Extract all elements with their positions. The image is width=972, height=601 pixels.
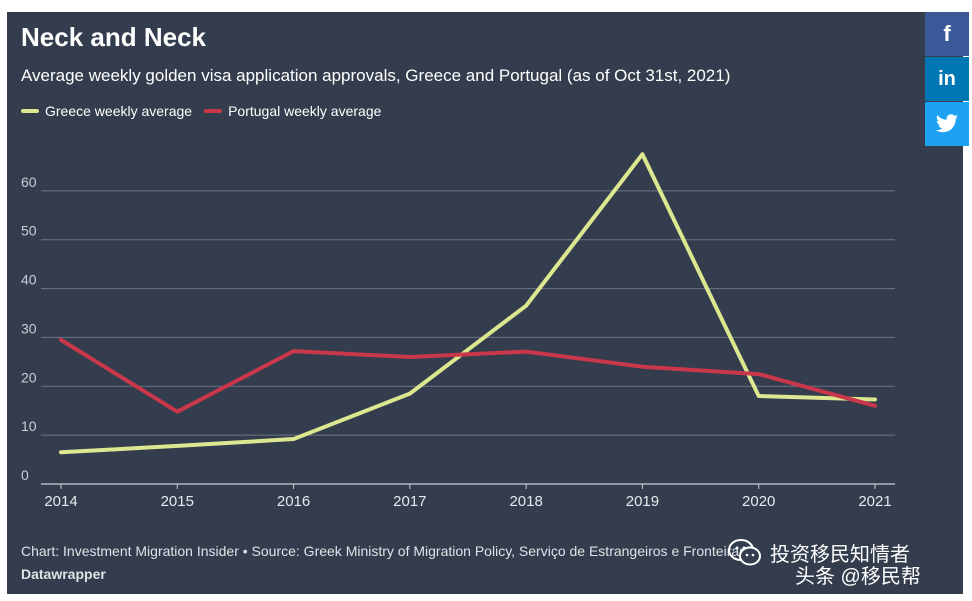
y-tick-label: 60 xyxy=(21,174,37,190)
y-tick-label: 50 xyxy=(21,223,37,239)
watermark-line1: 投资移民知情者 xyxy=(770,544,910,566)
legend-label-greece: Greece weekly average xyxy=(45,103,193,119)
y-tick-label: 40 xyxy=(21,272,37,288)
wechat-icon xyxy=(728,538,761,565)
chart-card: Neck and Neck Average weekly golden visa… xyxy=(7,12,963,594)
facebook-share-button[interactable]: f xyxy=(925,12,969,56)
legend-item-portugal: Portugal weekly average xyxy=(204,103,381,119)
x-tick-label: 2017 xyxy=(393,493,426,510)
twitter-share-button[interactable] xyxy=(925,102,969,146)
x-tick-label: 2014 xyxy=(44,493,77,510)
linkedin-share-button[interactable]: in xyxy=(925,57,969,101)
facebook-icon: f xyxy=(943,21,951,46)
line-chart: 0 10 20 30 40 50 60 2014 2015 2016 2017 2018 2019 202… xyxy=(21,152,895,510)
chart-subtitle: Average weekly golden visa application a… xyxy=(21,66,731,85)
x-tick-label: 2015 xyxy=(161,493,194,510)
x-tick-label: 2021 xyxy=(858,493,891,510)
x-tick-label: 2018 xyxy=(509,493,542,510)
legend-item-greece: Greece weekly average xyxy=(21,103,192,119)
legend-swatch-greece xyxy=(21,109,39,113)
chart-legend: Greece weekly average Portugal weekly av… xyxy=(21,103,393,119)
y-tick-label: 10 xyxy=(21,418,37,434)
legend-swatch-portugal xyxy=(204,109,223,113)
chart-title: Neck and Neck xyxy=(21,22,206,52)
x-tick-label: 2019 xyxy=(626,493,659,510)
y-tick-label: 20 xyxy=(21,369,37,385)
watermark: 投资移民知情者 xyxy=(728,538,910,567)
watermark-line2: 头条 @移民帮 xyxy=(795,566,921,588)
linkedin-icon: in xyxy=(938,67,956,90)
chart-credit[interactable]: Datawrapper xyxy=(21,566,106,582)
y-tick-label: 30 xyxy=(21,320,37,336)
legend-label-portugal: Portugal weekly average xyxy=(228,103,382,119)
twitter-icon xyxy=(936,114,958,133)
x-tick-label: 2020 xyxy=(742,493,775,510)
series-line-portugal xyxy=(59,337,877,414)
x-tick-label: 2016 xyxy=(277,493,310,510)
chart-source: Chart: Investment Migration Insider • So… xyxy=(21,543,747,559)
y-tick-label: 0 xyxy=(21,467,29,483)
series-line-greece xyxy=(59,152,877,455)
